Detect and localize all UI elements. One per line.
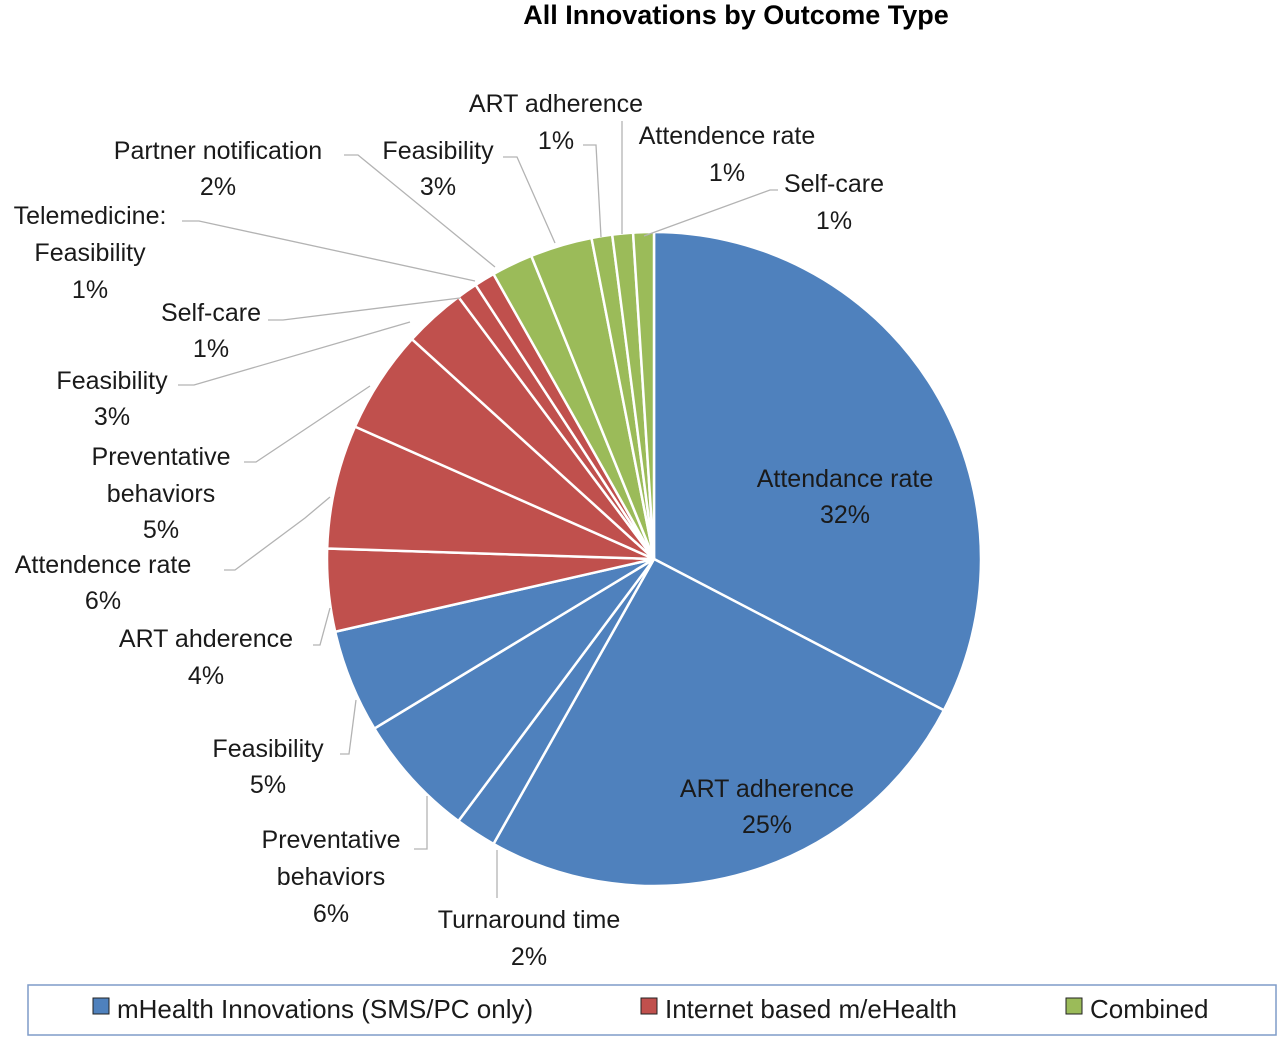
pie-slice	[372, 557, 656, 823]
slice-percent-label: 4%	[188, 662, 224, 690]
legend-swatch	[92, 997, 110, 1015]
leader-line	[503, 156, 556, 244]
slice-percent-label: 3%	[420, 173, 456, 201]
leader-line	[224, 496, 331, 571]
leader-line	[178, 321, 411, 386]
slice-label: Preventative	[262, 826, 401, 854]
pie-slice	[652, 230, 983, 712]
slice-percent-label: 6%	[85, 587, 121, 615]
chart-title: All Innovations by Outcome Type	[523, 0, 949, 30]
slice-label: Feasibility	[34, 239, 146, 267]
slice-label: Attendence rate	[15, 551, 192, 579]
leader-line	[182, 220, 476, 282]
slice-percent-label: 2%	[200, 173, 236, 201]
leader-line	[340, 699, 357, 755]
slice-percent-label: 25%	[742, 811, 792, 839]
pie-slice	[325, 424, 655, 561]
slice-percent-label: 32%	[820, 501, 870, 529]
pie-slice	[491, 557, 946, 888]
slice-percent-label: 6%	[313, 900, 349, 928]
leader-line	[344, 154, 496, 268]
slice-percent-label: 3%	[94, 403, 130, 431]
slice-percent-label: 1%	[816, 207, 852, 235]
slice-percent-label: 1%	[72, 276, 108, 304]
slice-percent-label: 1%	[538, 127, 574, 155]
slice-label: Self-care	[784, 170, 884, 198]
legend-swatch	[640, 997, 658, 1015]
slice-label: ART adherence	[469, 90, 643, 118]
legend-label: Internet based m/eHealth	[665, 994, 957, 1024]
slice-label: Preventative	[92, 443, 231, 471]
slice-label: Attendance rate	[757, 465, 934, 493]
slice-label: behaviors	[107, 480, 215, 508]
slice-label: Feasibility	[382, 137, 494, 165]
slice-percent-label: 2%	[511, 943, 547, 971]
leader-line	[583, 144, 602, 238]
slice-label: Partner notification	[114, 137, 322, 165]
leader-line	[244, 385, 371, 463]
legend-label: mHealth Innovations (SMS/PC only)	[117, 994, 533, 1024]
legend: mHealth Innovations (SMS/PC only) Interne…	[27, 984, 1277, 1036]
slice-label: Telemedicine:	[14, 202, 167, 230]
legend-swatch	[1065, 997, 1083, 1015]
legend-label: Combined	[1090, 994, 1209, 1024]
leader-line	[313, 607, 331, 646]
leader-line	[643, 189, 778, 237]
slice-label: Feasibility	[212, 735, 324, 763]
slice-percent-label: 1%	[193, 335, 229, 363]
slice-label: Attendence rate	[639, 122, 816, 150]
leader-line	[268, 297, 461, 321]
leader-lines	[178, 121, 778, 898]
slice-label: ART ahderence	[119, 625, 293, 653]
slice-percent-label: 1%	[709, 159, 745, 187]
slice-percent-label: 5%	[250, 771, 286, 799]
leader-line	[414, 796, 428, 850]
slice-labels: Attendance rate 32% ART adherence 25% Turnar…	[14, 90, 934, 971]
slice-label: Feasibility	[56, 367, 168, 395]
slice-label: ART adherence	[680, 775, 854, 803]
slice-percent-label: 5%	[143, 516, 179, 544]
pie-slices	[325, 230, 983, 888]
slice-label: behaviors	[277, 863, 385, 891]
slice-label: Self-care	[161, 299, 261, 327]
slice-label: Turnaround time	[438, 906, 621, 934]
